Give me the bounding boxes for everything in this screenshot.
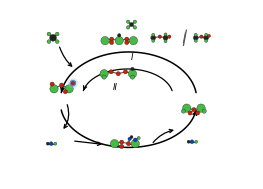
Circle shape	[196, 111, 200, 115]
Circle shape	[54, 142, 57, 145]
Circle shape	[193, 35, 198, 40]
Circle shape	[152, 39, 155, 42]
Circle shape	[128, 137, 131, 141]
Circle shape	[131, 139, 139, 148]
Circle shape	[133, 138, 137, 142]
Circle shape	[68, 78, 78, 88]
Circle shape	[110, 40, 114, 45]
Circle shape	[158, 35, 161, 38]
Circle shape	[120, 140, 124, 144]
Circle shape	[102, 75, 106, 79]
Circle shape	[181, 109, 186, 113]
Circle shape	[70, 80, 76, 86]
Circle shape	[118, 34, 121, 37]
Circle shape	[55, 40, 59, 43]
Circle shape	[188, 111, 192, 115]
Circle shape	[49, 142, 53, 146]
Circle shape	[101, 36, 109, 45]
Circle shape	[205, 39, 208, 42]
Circle shape	[163, 35, 168, 40]
Circle shape	[128, 70, 136, 78]
Circle shape	[204, 35, 209, 40]
Circle shape	[190, 140, 194, 144]
Circle shape	[133, 20, 136, 23]
Circle shape	[125, 37, 129, 41]
Circle shape	[152, 33, 155, 36]
Circle shape	[50, 34, 57, 41]
Circle shape	[63, 90, 67, 94]
Circle shape	[133, 26, 136, 29]
Circle shape	[59, 83, 64, 87]
Circle shape	[100, 70, 108, 78]
Circle shape	[115, 36, 123, 45]
Circle shape	[47, 32, 51, 36]
Circle shape	[164, 40, 167, 43]
Circle shape	[120, 144, 124, 149]
Circle shape	[110, 37, 114, 41]
Circle shape	[131, 67, 134, 71]
Circle shape	[183, 104, 191, 112]
Circle shape	[116, 72, 120, 76]
Circle shape	[202, 109, 206, 113]
Circle shape	[197, 104, 205, 112]
Circle shape	[137, 136, 140, 139]
Circle shape	[47, 40, 51, 43]
Circle shape	[50, 82, 54, 86]
Circle shape	[187, 140, 190, 143]
Circle shape	[123, 70, 128, 74]
Circle shape	[129, 22, 134, 27]
Circle shape	[192, 108, 196, 112]
Circle shape	[205, 33, 208, 36]
Circle shape	[71, 81, 75, 85]
Circle shape	[50, 85, 58, 93]
Circle shape	[127, 26, 130, 29]
Circle shape	[69, 79, 77, 87]
Circle shape	[110, 139, 119, 148]
Circle shape	[55, 32, 59, 36]
Circle shape	[151, 35, 156, 40]
Text: II: II	[113, 83, 118, 92]
Circle shape	[194, 33, 197, 36]
Circle shape	[208, 34, 210, 37]
Circle shape	[129, 36, 138, 45]
Text: I: I	[131, 53, 134, 62]
Circle shape	[130, 75, 134, 79]
Circle shape	[164, 33, 167, 36]
Circle shape	[127, 20, 130, 23]
Circle shape	[125, 40, 129, 45]
Circle shape	[130, 136, 133, 139]
Circle shape	[65, 85, 73, 93]
Circle shape	[46, 142, 49, 145]
Circle shape	[71, 81, 75, 85]
Circle shape	[168, 35, 171, 38]
Circle shape	[127, 142, 130, 146]
Circle shape	[195, 140, 198, 143]
Circle shape	[200, 35, 203, 38]
Circle shape	[109, 70, 113, 74]
Circle shape	[194, 39, 197, 42]
